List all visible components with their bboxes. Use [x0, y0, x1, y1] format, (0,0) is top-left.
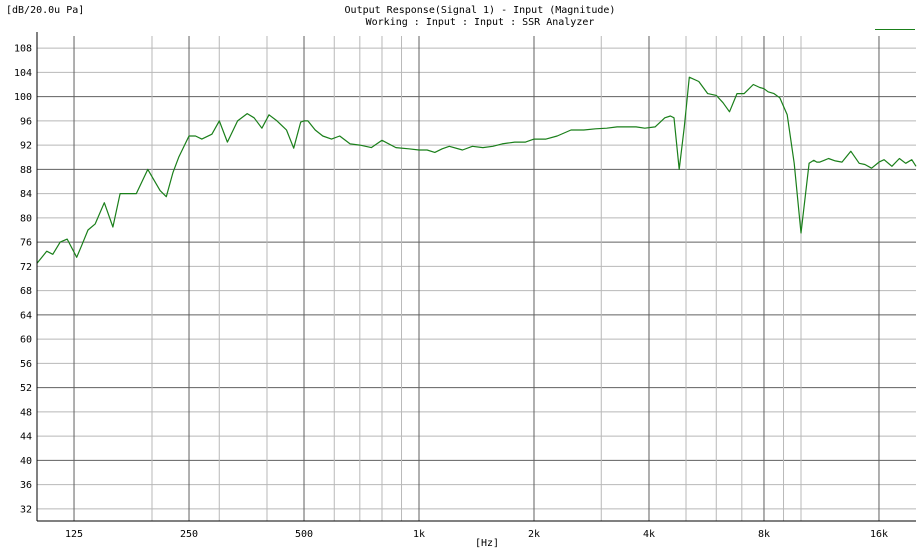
y-tick-label: 40	[20, 456, 32, 467]
y-tick-label: 84	[20, 189, 32, 200]
series-layer	[36, 76, 917, 264]
y-tick-label: 76	[20, 238, 32, 249]
y-tick-label: 64	[20, 310, 32, 321]
y-tick-label: 108	[14, 44, 32, 55]
response-curve	[36, 76, 917, 264]
chart-title: Output Response(Signal 1) - Input (Magni…	[344, 5, 616, 16]
x-tick-label: 125	[65, 529, 83, 540]
plot-frame	[36, 32, 916, 522]
y-tick-label: 96	[20, 116, 32, 127]
y-tick-label: 48	[20, 407, 32, 418]
y-tick-label: 100	[14, 92, 32, 103]
y-tick-label: 104	[14, 68, 32, 79]
x-tick-label: 250	[180, 529, 198, 540]
y-tick-label: 72	[20, 262, 32, 273]
chart-subtitle: Working : Input : Input : SSR Analyzer	[365, 17, 595, 28]
y-tick-label: 56	[20, 359, 32, 370]
y-tick-label: 52	[20, 383, 32, 394]
y-tick-label: 36	[20, 480, 32, 491]
y-tick-label: 88	[20, 165, 32, 176]
y-tick-label: 80	[20, 213, 32, 224]
x-tick-label: 1k	[413, 529, 425, 540]
x-tick-label: 2k	[528, 529, 540, 540]
grid-lines	[37, 36, 916, 521]
y-axis-label: [dB/20.0u Pa]	[6, 5, 85, 16]
tick-labels: 32 36 40 44 48 52 56 60 64 68 72 76 80 84 88 92 96 100 104…	[14, 44, 888, 540]
y-tick-label: 92	[20, 141, 32, 152]
x-tick-label: 500	[295, 529, 313, 540]
y-tick-label: 60	[20, 335, 32, 346]
y-tick-label: 44	[20, 432, 32, 443]
x-tick-label: 4k	[643, 529, 655, 540]
x-axis-label: [Hz]	[475, 538, 500, 549]
legend-line-swatch	[875, 29, 915, 30]
x-tick-label: 8k	[758, 529, 770, 540]
y-tick-label: 68	[20, 286, 32, 297]
y-tick-label: 32	[20, 504, 32, 515]
x-tick-label: 16k	[870, 529, 888, 540]
